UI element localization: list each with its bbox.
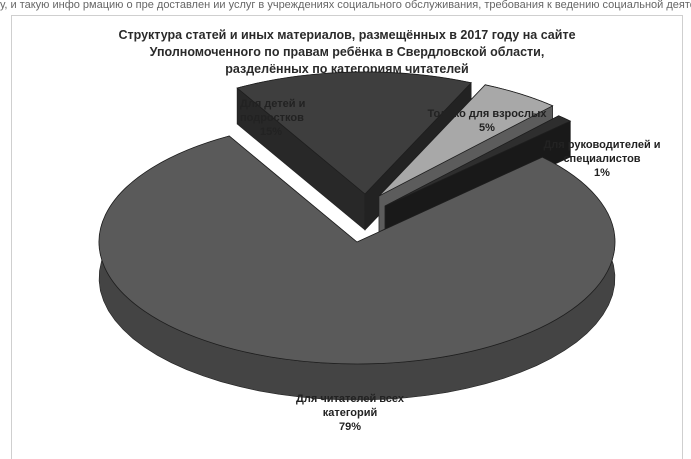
chart-title-line-2: Уполномоченного по правам ребёнка в Свер… xyxy=(149,45,545,59)
label-all-readers: Для читателей всех категорий 79% xyxy=(280,392,420,434)
chart-title-line-1: Структура статей и иных материалов, разм… xyxy=(118,28,576,42)
pie-slice-1 xyxy=(236,71,472,195)
label-children-line-1: Для детей и xyxy=(240,98,306,110)
chart-title-line-3: разделённых по категориям читателей xyxy=(225,62,469,76)
label-managers-value: 1% xyxy=(594,167,610,179)
label-all-line-2: категорий xyxy=(322,407,378,419)
label-children-value: 15% xyxy=(260,126,283,138)
label-all-value: 79% xyxy=(338,421,362,433)
pie-slice-3 xyxy=(384,115,572,207)
cropped-top-text: у, и такую инфо рмацию о пре доставлен и… xyxy=(0,0,691,11)
label-children-line-2: подростков xyxy=(240,112,304,124)
label-adults-line-1: Только для взрослых xyxy=(427,108,547,120)
label-managers-line-1: Для руководителей и xyxy=(543,139,661,151)
pie-slice-0 xyxy=(98,135,616,365)
label-adults-value: 5% xyxy=(479,122,495,134)
pie-slice-2 xyxy=(378,84,554,197)
label-adults: Только для взрослых 5% xyxy=(417,107,557,135)
label-managers-line-2: специалистов xyxy=(563,153,641,165)
label-children: Для детей и подростков 15% xyxy=(240,97,330,139)
label-all-line-1: Для читателей всех xyxy=(296,393,404,405)
label-managers: Для руководителей и специалистов 1% xyxy=(527,138,677,180)
